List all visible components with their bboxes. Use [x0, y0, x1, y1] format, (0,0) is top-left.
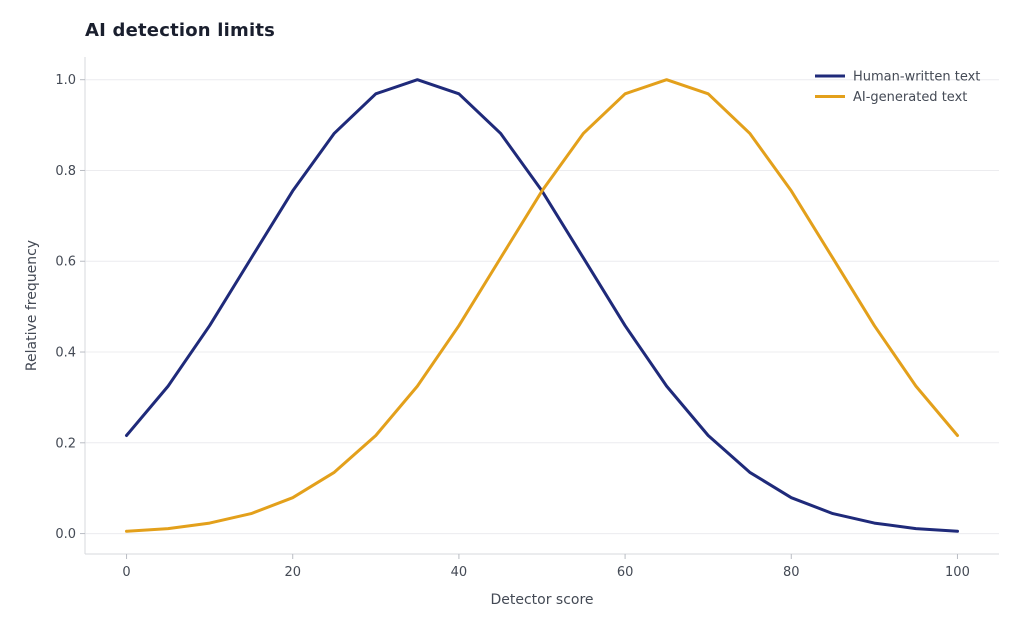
legend-label: Human-written text — [853, 70, 980, 85]
x-tick-label: 80 — [783, 565, 800, 580]
y-tick-label: 1.0 — [55, 73, 76, 88]
legend: Human-written text AI-generated text — [815, 70, 980, 105]
x-tick-label: 40 — [451, 565, 468, 580]
axes-layer — [84, 57, 999, 555]
y-tick-label: 0.2 — [55, 436, 76, 451]
chart-title: AI detection limits — [85, 20, 276, 41]
y-axis-ticks: 0.0 0.2 0.4 0.6 0.8 1.0 — [55, 73, 85, 542]
x-axis-ticks: 0 20 40 60 80 100 — [122, 554, 970, 580]
y-axis-title: Relative frequency — [24, 240, 40, 371]
y-tick-label: 0.0 — [55, 527, 76, 542]
x-tick-label: 100 — [945, 565, 970, 580]
grid-layer — [85, 79, 999, 535]
x-tick-label: 60 — [617, 565, 634, 580]
series-line-human — [125, 78, 959, 533]
x-tick-label: 0 — [122, 565, 130, 580]
legend-label: AI-generated text — [853, 90, 967, 105]
x-tick-label: 20 — [284, 565, 301, 580]
y-tick-label: 0.8 — [55, 164, 76, 179]
series-line-ai — [125, 78, 959, 533]
x-axis-title: Detector score — [490, 592, 593, 608]
y-tick-label: 0.4 — [55, 346, 76, 361]
y-tick-label: 0.6 — [55, 255, 76, 270]
series-layer — [125, 78, 959, 533]
